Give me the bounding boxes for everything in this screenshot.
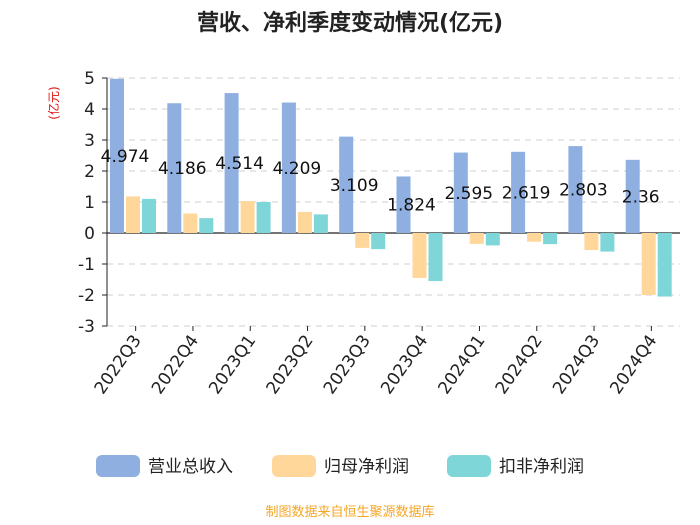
- bar-2023Q3-series-0: [339, 136, 354, 233]
- bar-2024Q3-series-2: [600, 233, 615, 252]
- x-axis-ticks: 2022Q3 2022Q4 2023Q1 2023Q2 2023Q3 2023Q4 2024…: [91, 326, 661, 398]
- y-tick-label: 2: [84, 162, 95, 182]
- y-axis-ticks: 5 4 3 2 1 0 -1 -2 -3: [78, 69, 108, 337]
- data-label-2024Q2: 2.619: [502, 183, 551, 203]
- legend-swatch: [96, 455, 140, 477]
- y-tick-label: 0: [84, 224, 95, 244]
- bar-2023Q4-series-2: [428, 233, 443, 282]
- x-tick-label-2022Q3: 2022Q3: [91, 331, 146, 398]
- y-tick-label: -1: [78, 255, 95, 275]
- bars: [110, 78, 672, 297]
- bar-2023Q3-series-2: [371, 233, 386, 250]
- bar-2022Q3-series-1: [126, 196, 140, 233]
- legend-item-0: 营业总收入: [96, 455, 233, 477]
- legend-label: 扣非净利润: [499, 457, 584, 477]
- data-label-2024Q3: 2.803: [559, 181, 608, 201]
- bar-2024Q1-series-2: [485, 233, 500, 246]
- footer-source: 制图数据来自恒生聚源数据库: [265, 504, 434, 520]
- y-tick-label: 1: [84, 193, 95, 213]
- bar-2023Q3-series-1: [355, 233, 370, 248]
- legend-swatch: [272, 455, 316, 477]
- x-tick-label-2024Q4: 2024Q4: [606, 331, 661, 398]
- bar-2022Q3-series-0: [110, 78, 124, 233]
- chart-title: 营收、净利季度变动情况(亿元): [197, 10, 503, 36]
- legend: 营业总收入 归母净利润 扣非净利润: [96, 455, 584, 477]
- y-tick-label: -3: [78, 317, 95, 337]
- y-tick-label: -2: [78, 286, 95, 306]
- legend-item-1: 归母净利润: [272, 455, 409, 477]
- bar-2023Q1-series-2: [256, 202, 271, 233]
- legend-item-2: 扣非净利润: [447, 455, 584, 477]
- data-label-2023Q3: 3.109: [330, 176, 379, 196]
- data-label-2023Q1: 4.514: [215, 154, 264, 174]
- data-label-2023Q4: 1.824: [387, 196, 436, 216]
- bar-2024Q1-series-0: [453, 152, 468, 233]
- bar-2024Q3-series-1: [584, 233, 599, 251]
- x-tick-label-2023Q1: 2023Q1: [205, 331, 260, 398]
- data-label-2023Q2: 4.209: [273, 159, 322, 179]
- x-tick-label-2024Q1: 2024Q1: [434, 331, 489, 398]
- bar-2024Q4-series-0: [625, 159, 640, 233]
- bar-2023Q1-series-1: [240, 201, 255, 233]
- bar-2023Q2-series-2: [313, 214, 328, 233]
- data-label-2022Q4: 4.186: [158, 159, 207, 179]
- bar-2022Q4-series-0: [167, 103, 182, 233]
- bar-2024Q4-series-2: [657, 233, 672, 297]
- legend-label: 营业总收入: [148, 457, 233, 477]
- bar-2024Q3-series-0: [568, 146, 583, 233]
- x-tick-label-2023Q3: 2023Q3: [320, 331, 375, 398]
- bar-2023Q1-series-0: [224, 93, 239, 233]
- legend-label: 归母净利润: [324, 457, 409, 477]
- bar-2024Q2-series-0: [511, 151, 526, 233]
- bar-2022Q4-series-1: [183, 213, 198, 233]
- x-tick-label-2022Q4: 2022Q4: [148, 331, 203, 398]
- y-tick-label: 5: [84, 69, 95, 89]
- data-labels: 4.974 4.186 4.514 4.209 3.109 1.824 2.595 2.619…: [101, 147, 660, 216]
- legend-swatch: [447, 455, 491, 477]
- y-axis-unit: (亿元): [46, 86, 61, 119]
- y-tick-label: 3: [84, 131, 95, 151]
- bar-2023Q4-series-1: [412, 233, 427, 278]
- x-tick-label-2024Q2: 2024Q2: [492, 331, 547, 398]
- bar-2022Q4-series-2: [199, 218, 214, 233]
- x-tick-label-2023Q4: 2023Q4: [377, 331, 432, 398]
- x-tick-label-2023Q2: 2023Q2: [263, 331, 318, 398]
- y-tick-label: 4: [84, 100, 95, 120]
- bar-2024Q2-series-1: [527, 233, 542, 242]
- bar-2022Q3-series-2: [142, 198, 156, 233]
- bar-2023Q2-series-0: [281, 102, 296, 234]
- data-label-2024Q4: 2.36: [622, 187, 660, 207]
- bar-2023Q2-series-1: [297, 211, 312, 233]
- bar-2024Q4-series-1: [641, 233, 656, 295]
- data-label-2022Q3: 4.974: [101, 147, 150, 167]
- bar-2024Q1-series-1: [469, 233, 484, 244]
- data-label-2024Q1: 2.595: [444, 184, 493, 204]
- x-tick-label-2024Q3: 2024Q3: [549, 331, 604, 398]
- bar-2024Q2-series-2: [543, 233, 558, 245]
- bar-2023Q4-series-0: [396, 176, 411, 233]
